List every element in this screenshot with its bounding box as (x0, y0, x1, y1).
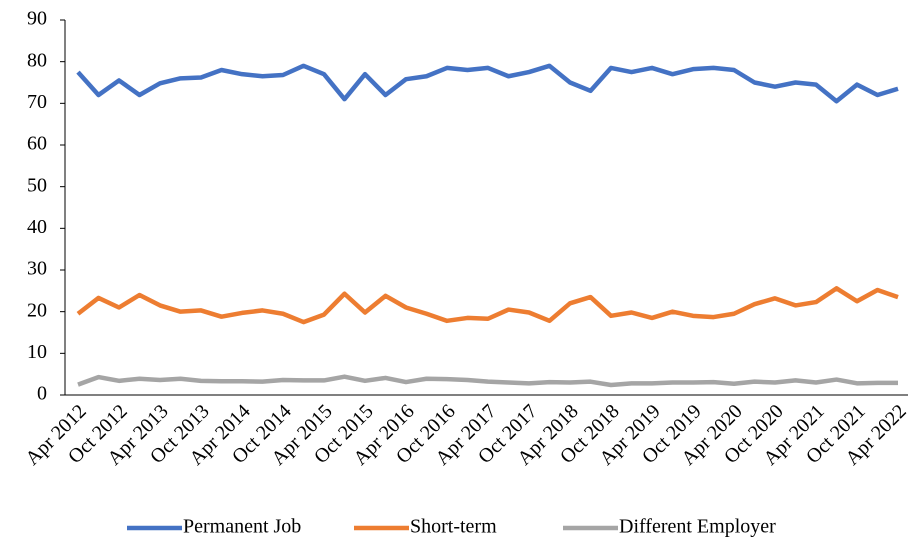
y-tick-label: 20 (27, 299, 47, 321)
series-line (76, 63, 899, 104)
series-line (76, 286, 899, 325)
y-tick-label: 0 (37, 383, 47, 405)
y-tick-label: 60 (27, 133, 47, 155)
y-tick-label: 30 (27, 258, 47, 280)
y-tick-label: 40 (27, 216, 47, 238)
legend-label: Different Employer (619, 516, 776, 538)
y-tick-label: 70 (27, 91, 47, 113)
y-tick-label: 10 (27, 341, 47, 363)
y-tick-label: 50 (27, 174, 47, 196)
legend-label: Permanent Job (183, 516, 301, 538)
legend-label: Short-term (410, 516, 497, 538)
y-tick-label: 90 (27, 8, 47, 30)
y-tick-label: 80 (27, 49, 47, 71)
series-line (77, 374, 898, 388)
